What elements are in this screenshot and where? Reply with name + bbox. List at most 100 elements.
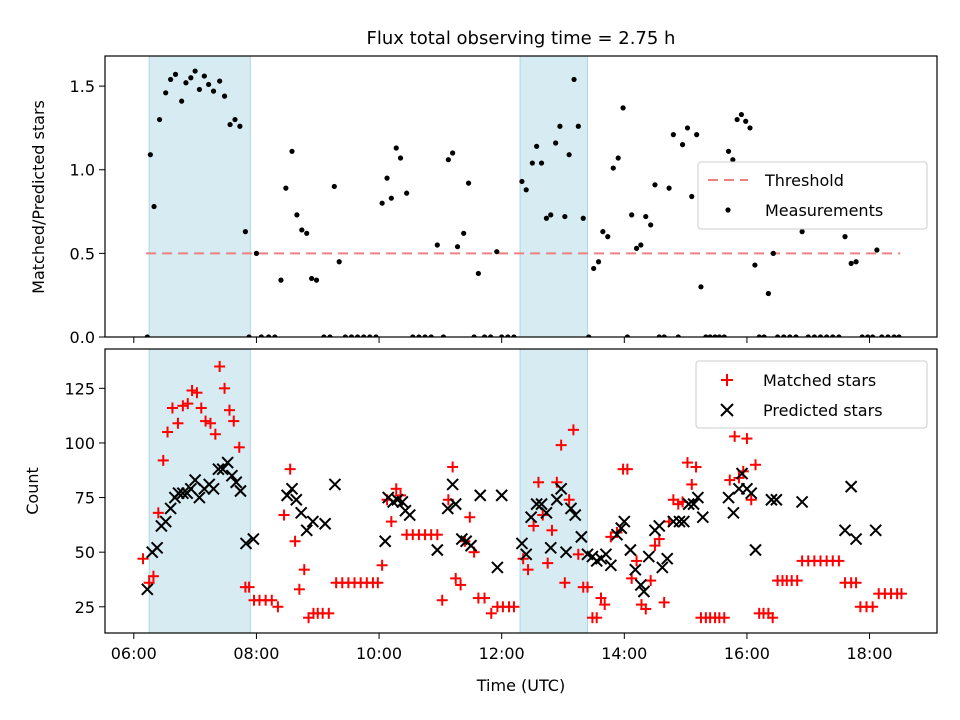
y-tick-label: 1.5: [70, 77, 95, 96]
predicted-star-marker: [285, 482, 299, 496]
bottom-shaded-intervals: [148, 348, 589, 634]
measurement-point: [770, 250, 776, 256]
matched-star-marker: [640, 603, 652, 615]
shaded-interval: [148, 348, 251, 634]
measurement-point: [652, 182, 658, 188]
measurement-point: [643, 213, 649, 220]
predicted-star-marker: [634, 578, 648, 592]
measurement-point: [217, 78, 223, 84]
measurement-point: [461, 230, 467, 236]
top-shaded-intervals: [148, 55, 589, 338]
measurement-point: [743, 118, 749, 124]
predicted-star-marker: [637, 585, 651, 598]
matched-star-marker: [833, 555, 845, 567]
measurement-point: [471, 334, 477, 337]
matched-star-marker: [537, 509, 549, 521]
measurement-point: [475, 270, 481, 277]
predicted-star-marker: [661, 552, 674, 565]
measurement-point: [192, 68, 198, 74]
predicted-star-marker: [441, 502, 454, 515]
measurement-point: [348, 334, 355, 337]
measurement-point: [253, 250, 260, 256]
predicted-star-marker: [530, 497, 543, 511]
measurement-point: [580, 215, 586, 221]
matched-star-marker: [323, 607, 335, 619]
matched-star-marker: [631, 555, 643, 567]
measurement-point: [817, 334, 824, 337]
matched-star-marker: [162, 426, 174, 438]
matched-star-marker: [750, 459, 762, 471]
matched-star-marker: [293, 583, 305, 595]
matched-star-marker: [645, 575, 657, 587]
measurement-point: [221, 93, 228, 99]
bottom-legend: Matched stars Predicted stars: [695, 360, 928, 429]
matched-star-marker: [191, 387, 203, 399]
measurement-point: [761, 334, 767, 337]
matched-star-marker: [166, 402, 178, 414]
measurement-point: [294, 212, 300, 218]
measurement-point: [266, 334, 272, 337]
predicted-star-marker: [615, 521, 628, 535]
measurement-point: [656, 334, 662, 337]
measurement-point: [147, 152, 153, 158]
measurement-point: [450, 150, 456, 156]
predicted-star-marker: [150, 541, 164, 555]
y-tick-label: 125: [64, 379, 95, 398]
predicted-star-marker: [495, 489, 508, 502]
matched-star-marker: [681, 457, 693, 469]
measurement-point: [716, 334, 722, 337]
measurement-point: [227, 121, 233, 128]
matched-star-marker: [272, 601, 284, 613]
measurement-point: [874, 247, 880, 253]
bottom-x-ticks: 06:00 08:00 10:00 12:00 14:00 16:00 18:00: [111, 633, 893, 663]
shaded-interval: [519, 55, 589, 338]
matched-star-marker: [542, 557, 554, 569]
measurement-point: [629, 212, 635, 218]
measurement-point: [534, 143, 540, 149]
predicted-star-marker: [653, 519, 666, 533]
measurement-point: [242, 229, 249, 235]
matched-star-marker: [152, 507, 164, 519]
legend-measurements-swatch: [725, 207, 731, 213]
measurement-point: [196, 86, 203, 93]
predicted-star-marker: [294, 506, 308, 520]
measurement-point: [304, 230, 310, 236]
matched-star-marker: [137, 553, 149, 565]
measurement-point: [313, 277, 320, 283]
measurement-point: [404, 190, 410, 196]
measurement-point: [289, 148, 295, 154]
predicted-star-marker: [378, 535, 392, 548]
measurement-point: [793, 334, 799, 337]
shaded-interval: [148, 55, 251, 338]
measurement-point: [156, 116, 163, 123]
matched-star-marker: [214, 360, 226, 372]
predicted-star-marker: [618, 515, 631, 528]
measurement-point: [566, 152, 572, 158]
matched-star-marker: [528, 520, 540, 532]
measurement-point: [434, 242, 440, 248]
matched-star-marker: [599, 599, 611, 611]
top-legend-box: [697, 161, 928, 230]
measurement-point: [679, 142, 686, 148]
measurement-point: [675, 334, 681, 337]
x-tick-label: 14:00: [601, 644, 647, 663]
matched-star-marker: [464, 511, 476, 523]
predicted-star-marker: [795, 495, 809, 509]
measurement-point: [725, 148, 732, 154]
predicted-star-marker: [599, 548, 613, 561]
measurement-point: [206, 81, 212, 88]
matched-star-marker: [867, 601, 879, 613]
predicted-star-marker: [849, 532, 863, 546]
matched-star-marker: [177, 400, 189, 412]
measurement-point: [422, 334, 428, 337]
predicted-star-marker: [290, 493, 303, 506]
matched-star-marker: [172, 417, 184, 429]
measurement-point: [684, 125, 691, 131]
predicted-star-marker: [164, 502, 177, 515]
measurement-points: [144, 68, 902, 337]
measurement-point: [896, 334, 902, 337]
y-tick-label: 100: [64, 434, 95, 453]
predicted-star-marker: [535, 497, 548, 511]
legend-matched-label: Matched stars: [763, 371, 876, 390]
